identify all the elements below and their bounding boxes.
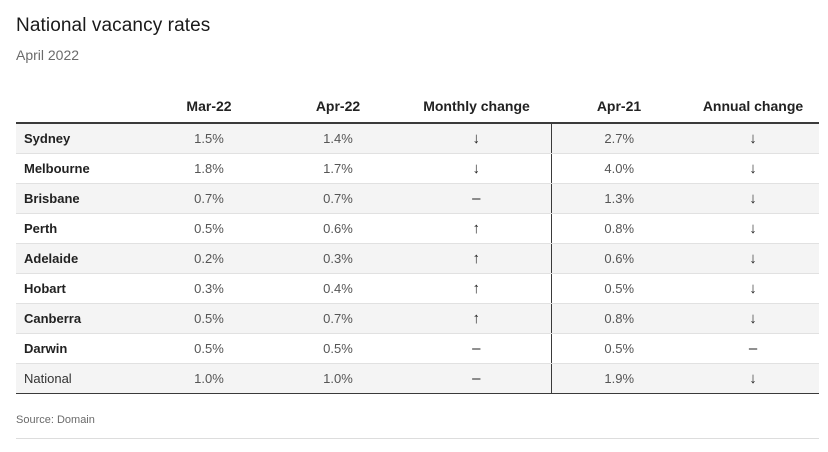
cell-mar-22: 1.8% [144, 153, 274, 184]
cell-monthly-change: ↓ [402, 123, 552, 154]
table-body: Sydney 1.5% 1.4% ↓ 2.7% ↓ Melbourne 1.8% 1.7% ↓ 4.… [16, 123, 819, 394]
column-header-monthly-change: Monthly change [402, 90, 551, 124]
cell-monthly-change: – [402, 183, 552, 214]
cell-mar-22: 0.7% [144, 183, 274, 214]
column-header-city [16, 90, 144, 124]
cell-mar-22: 0.5% [144, 303, 274, 334]
cell-apr-21: 0.5% [551, 273, 687, 304]
table-row: Melbourne 1.8% 1.7% ↓ 4.0% ↓ [16, 153, 819, 184]
table-row: Hobart 0.3% 0.4% ↑ 0.5% ↓ [16, 273, 819, 304]
cell-annual-change: ↓ [687, 303, 819, 334]
cell-mar-22: 0.3% [144, 273, 274, 304]
footer-divider [16, 438, 819, 439]
cell-city: Hobart [16, 273, 144, 304]
cell-apr-22: 0.7% [274, 303, 402, 334]
cell-mar-22: 1.5% [144, 123, 274, 154]
column-header-annual-change: Annual change [687, 90, 819, 124]
chart-subtitle: April 2022 [16, 47, 80, 63]
cell-apr-22: 1.0% [274, 363, 402, 394]
chart-title: National vacancy rates [16, 15, 211, 36]
cell-city: Sydney [16, 123, 144, 154]
table-row: Perth 0.5% 0.6% ↑ 0.8% ↓ [16, 213, 819, 244]
cell-annual-change: ↓ [687, 153, 819, 184]
cell-monthly-change: ↑ [402, 243, 552, 274]
cell-monthly-change: ↑ [402, 303, 552, 334]
cell-apr-21: 0.8% [551, 213, 687, 244]
column-header-mar-22: Mar-22 [144, 90, 274, 124]
cell-mar-22: 0.5% [144, 333, 274, 364]
cell-annual-change: ↓ [687, 243, 819, 274]
cell-apr-22: 0.3% [274, 243, 402, 274]
table-header: Mar-22 Apr-22 Monthly change Apr-21 Annu… [16, 90, 819, 124]
cell-apr-21: 1.9% [551, 363, 687, 394]
cell-city: Canberra [16, 303, 144, 334]
cell-apr-22: 1.7% [274, 153, 402, 184]
table-row: National 1.0% 1.0% –1.9% ↓ [16, 363, 819, 394]
cell-annual-change: ↓ [687, 213, 819, 244]
cell-mar-22: 0.5% [144, 213, 274, 244]
cell-apr-22: 0.5% [274, 333, 402, 364]
cell-monthly-change: ↓ [402, 153, 552, 184]
cell-monthly-change: ↑ [402, 273, 552, 304]
vacancy-rates-table: Mar-22 Apr-22 Monthly change Apr-21 Annu… [16, 90, 819, 394]
cell-city: Darwin [16, 333, 144, 364]
cell-annual-change: ↓ [687, 123, 819, 154]
table-row: Canberra 0.5% 0.7% ↑ 0.8% ↓ [16, 303, 819, 334]
column-header-apr-21: Apr-21 [551, 90, 687, 124]
cell-mar-22: 0.2% [144, 243, 274, 274]
cell-apr-21: 4.0% [551, 153, 687, 184]
cell-apr-22: 0.4% [274, 273, 402, 304]
cell-apr-21: 1.3% [551, 183, 687, 214]
table-row: Sydney 1.5% 1.4% ↓ 2.7% ↓ [16, 123, 819, 154]
cell-monthly-change: – [402, 333, 552, 364]
cell-annual-change: ↓ [687, 363, 819, 394]
cell-apr-22: 0.6% [274, 213, 402, 244]
cell-apr-21: 2.7% [551, 123, 687, 154]
source-note: Source: Domain [16, 414, 95, 426]
cell-apr-21: 0.5% [551, 333, 687, 364]
table-row: Adelaide 0.2% 0.3% ↑ 0.6% ↓ [16, 243, 819, 274]
cell-annual-change: – [687, 333, 819, 364]
table-row: Brisbane 0.7% 0.7% –1.3% ↓ [16, 183, 819, 214]
cell-mar-22: 1.0% [144, 363, 274, 394]
cell-apr-22: 1.4% [274, 123, 402, 154]
cell-apr-21: 0.8% [551, 303, 687, 334]
cell-city: Adelaide [16, 243, 144, 274]
cell-monthly-change: ↑ [402, 213, 552, 244]
cell-annual-change: ↓ [687, 273, 819, 304]
cell-apr-21: 0.6% [551, 243, 687, 274]
cell-city: Brisbane [16, 183, 144, 214]
cell-apr-22: 0.7% [274, 183, 402, 214]
column-header-apr-22: Apr-22 [274, 90, 402, 124]
vacancy-table-container: Mar-22 Apr-22 Monthly change Apr-21 Annu… [16, 90, 819, 394]
cell-city: National [16, 363, 144, 394]
table-row: Darwin 0.5% 0.5% –0.5% – [16, 333, 819, 364]
cell-city: Perth [16, 213, 144, 244]
cell-annual-change: ↓ [687, 183, 819, 214]
header-row: Mar-22 Apr-22 Monthly change Apr-21 Annu… [16, 90, 819, 124]
cell-monthly-change: – [402, 363, 552, 394]
cell-city: Melbourne [16, 153, 144, 184]
